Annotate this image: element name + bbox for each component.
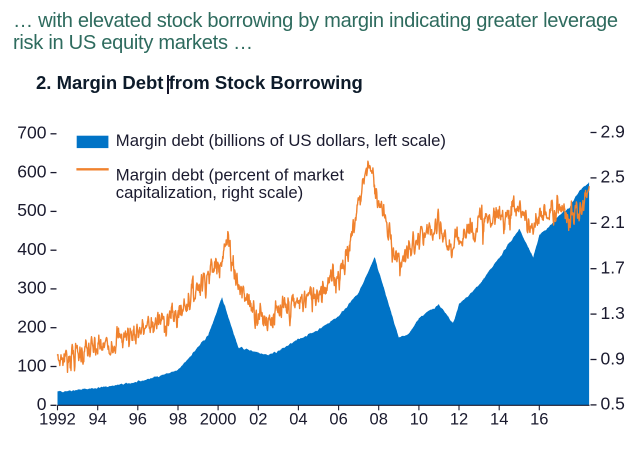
svg-text:1992: 1992 [39, 410, 76, 428]
svg-text:400: 400 [17, 239, 46, 259]
svg-text:2.5: 2.5 [601, 167, 625, 187]
svg-text:08: 08 [370, 410, 388, 428]
svg-text:300: 300 [17, 278, 46, 298]
svg-text:100: 100 [17, 355, 46, 375]
svg-text:500: 500 [17, 200, 46, 220]
svg-text:2.9: 2.9 [601, 121, 625, 141]
svg-text:06: 06 [329, 410, 347, 428]
svg-text:94: 94 [89, 410, 107, 428]
svg-text:600: 600 [17, 161, 46, 181]
svg-text:1.3: 1.3 [601, 303, 625, 323]
svg-text:10: 10 [410, 410, 428, 428]
svg-text:98: 98 [169, 410, 187, 428]
svg-text:0.5: 0.5 [601, 394, 625, 414]
svg-text:0.9: 0.9 [601, 348, 625, 368]
svg-text:12: 12 [450, 410, 468, 428]
svg-text:Margin debt (billions of US do: Margin debt (billions of US dollars, lef… [116, 131, 446, 150]
svg-text:capitalization, right scale): capitalization, right scale) [116, 183, 303, 202]
svg-text:Margin debt (percent of market: Margin debt (percent of market [116, 165, 345, 184]
svg-text:16: 16 [530, 410, 548, 428]
svg-text:1.7: 1.7 [601, 258, 625, 278]
svg-text:2.1: 2.1 [601, 212, 625, 232]
svg-text:96: 96 [129, 410, 147, 428]
svg-text:200: 200 [17, 317, 46, 337]
svg-text:14: 14 [490, 410, 508, 428]
svg-text:700: 700 [17, 123, 46, 143]
svg-text:04: 04 [289, 410, 307, 428]
svg-text:02: 02 [249, 410, 267, 428]
svg-text:2000: 2000 [200, 410, 237, 428]
